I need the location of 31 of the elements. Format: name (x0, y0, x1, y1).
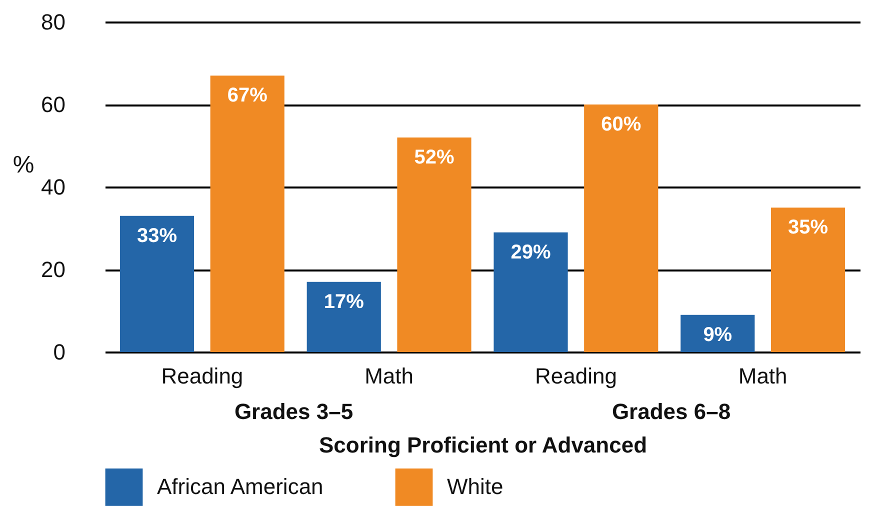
x-tick-label: Reading (161, 364, 244, 388)
bar (120, 216, 194, 352)
bar (210, 76, 284, 352)
data-label: 9% (703, 324, 732, 346)
data-label: 33% (136, 224, 178, 247)
bar (680, 314, 755, 352)
x-tick-label: Math (738, 364, 788, 388)
data-label: 29% (510, 241, 551, 264)
y-tick-label: 60 (41, 92, 66, 117)
data-label: 17% (324, 290, 364, 313)
data-label: 60% (601, 114, 642, 136)
text: Grades 6–8 (612, 399, 731, 424)
x-tick-label: Reading (534, 364, 617, 388)
legend-label: White (447, 474, 504, 500)
text: Grades 3–5 (234, 399, 354, 424)
data-label: 52% (414, 146, 454, 168)
y-tick-label: 40 (41, 174, 66, 200)
bar (494, 232, 568, 352)
bar (306, 282, 381, 352)
x-axis-title: Scoring Proficient or Advanced (318, 432, 648, 458)
y-tick-label: 80 (41, 10, 66, 34)
y-tick-label: 20 (41, 257, 66, 282)
bar (397, 138, 472, 352)
data-label: 35% (788, 216, 828, 239)
bar (770, 208, 846, 352)
y-axis-title: % (12, 152, 34, 178)
bar (584, 104, 658, 352)
data-label: 67% (227, 84, 268, 107)
x-tick-label: Math (364, 364, 414, 388)
legend-label: African American (157, 474, 324, 500)
y-tick-label: 0 (53, 340, 66, 364)
